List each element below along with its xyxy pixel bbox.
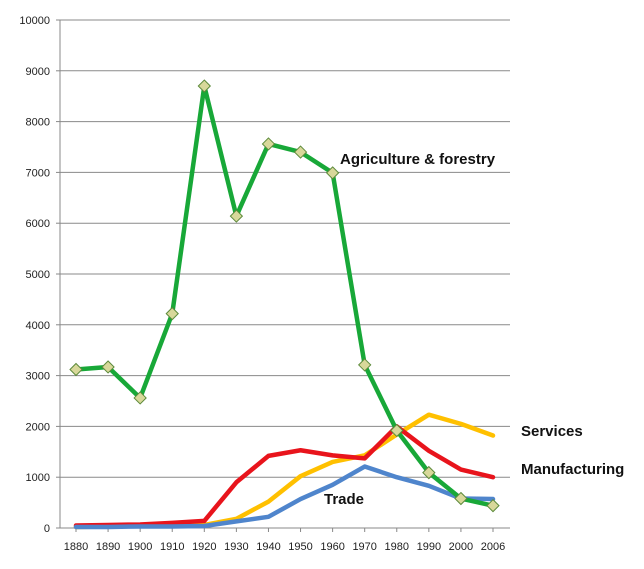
series-line-agriculture-forestry xyxy=(73,83,496,508)
y-tick-label: 6000 xyxy=(26,218,50,230)
data-point-agriculture-forestry xyxy=(293,145,308,159)
series-lines xyxy=(73,83,496,530)
series-markers xyxy=(69,79,500,513)
data-point-agriculture-forestry xyxy=(357,358,372,372)
data-point-agriculture-forestry xyxy=(261,137,276,151)
y-tick-label: 4000 xyxy=(26,320,50,332)
annotation-manufacturing: Manufacturing xyxy=(521,461,624,478)
x-tick-label: 1920 xyxy=(192,541,216,553)
series-line-trade xyxy=(73,464,496,530)
data-point-agriculture-forestry xyxy=(165,306,179,321)
data-point-agriculture-forestry xyxy=(229,209,244,223)
series-line-manufacturing xyxy=(73,424,496,528)
y-tick-label: 5000 xyxy=(26,269,50,281)
annotation-services: Services xyxy=(521,423,583,440)
data-point-agriculture-forestry xyxy=(390,423,404,438)
y-tick-label: 1000 xyxy=(26,472,50,484)
data-point-agriculture-forestry xyxy=(454,491,468,506)
y-tick-label: 10000 xyxy=(19,15,50,27)
data-point-agriculture-forestry xyxy=(133,391,147,405)
x-tick-label: 2000 xyxy=(449,541,473,553)
y-axis-ticks: 0 1000 2000 3000 4000 5000 6000 7000 8000 9000 100… xyxy=(19,15,60,535)
data-point-agriculture-forestry xyxy=(101,360,115,374)
x-tick-label: 1950 xyxy=(288,541,312,553)
gridlines xyxy=(60,19,510,478)
data-point-agriculture-forestry xyxy=(486,498,500,513)
data-point-agriculture-forestry xyxy=(197,79,212,93)
x-tick-label: 1930 xyxy=(224,541,248,553)
annotation-agriculture-forestry: Agriculture & forestry xyxy=(340,151,496,168)
annotation-trade: Trade xyxy=(324,491,364,508)
x-tick-label: 1990 xyxy=(417,541,441,553)
y-tick-label: 0 xyxy=(44,523,50,535)
x-tick-label: 1970 xyxy=(352,541,376,553)
x-tick-label: 1980 xyxy=(385,541,409,553)
x-tick-label: 1880 xyxy=(64,541,88,553)
x-tick-label: 1910 xyxy=(160,541,184,553)
y-tick-label: 2000 xyxy=(26,421,50,433)
x-tick-label: 1890 xyxy=(96,541,120,553)
data-point-agriculture-forestry xyxy=(69,362,83,377)
data-point-agriculture-forestry xyxy=(325,166,340,180)
y-tick-label: 8000 xyxy=(26,117,50,129)
y-tick-label: 9000 xyxy=(26,66,50,78)
y-tick-label: 3000 xyxy=(26,371,50,383)
annotations: Agriculture & forestry Services Manufact… xyxy=(324,151,624,508)
x-axis-ticks: 1880 1890 1900 1910 1920 1930 1940 1950 1960 1970… xyxy=(64,528,505,553)
x-tick-label: 1900 xyxy=(128,541,152,553)
y-tick-label: 7000 xyxy=(26,167,50,179)
x-tick-label: 1960 xyxy=(320,541,344,553)
data-point-agriculture-forestry xyxy=(422,465,436,480)
x-tick-label: 1940 xyxy=(256,541,280,553)
x-tick-label: 2006 xyxy=(481,541,505,553)
